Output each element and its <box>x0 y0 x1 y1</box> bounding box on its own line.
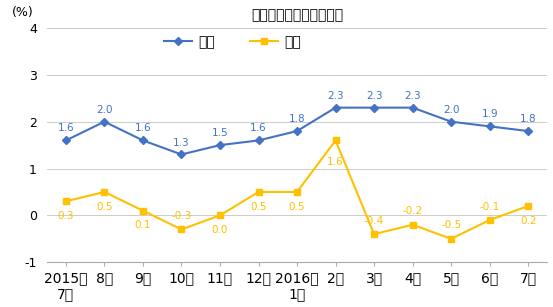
同比 <box>409 106 416 110</box>
Text: 1.6: 1.6 <box>327 157 344 167</box>
Text: 1.3: 1.3 <box>173 138 190 148</box>
Text: 1.9: 1.9 <box>481 109 498 119</box>
同比 <box>255 138 262 142</box>
环比 <box>294 190 300 194</box>
环比 <box>332 138 339 142</box>
Text: 0.0: 0.0 <box>212 225 228 235</box>
Text: 1.6: 1.6 <box>58 123 74 134</box>
Text: 0.5: 0.5 <box>96 202 113 212</box>
Legend: 同比, 环比: 同比, 环比 <box>164 35 301 49</box>
Text: -0.1: -0.1 <box>479 202 500 212</box>
Text: -0.4: -0.4 <box>364 216 384 226</box>
同比 <box>178 153 185 156</box>
环比 <box>139 209 146 212</box>
Text: -0.3: -0.3 <box>171 211 191 221</box>
Text: 0.5: 0.5 <box>251 202 267 212</box>
环比 <box>255 190 262 194</box>
同比 <box>217 143 223 147</box>
环比 <box>62 200 69 203</box>
Text: 1.6: 1.6 <box>134 123 151 134</box>
Text: 0.3: 0.3 <box>58 211 74 221</box>
Line: 同比: 同比 <box>62 104 531 157</box>
Text: 2.3: 2.3 <box>404 91 421 101</box>
同比 <box>62 138 69 142</box>
同比 <box>371 106 377 110</box>
Text: 2.3: 2.3 <box>327 91 344 101</box>
环比 <box>448 237 455 241</box>
同比 <box>139 138 146 142</box>
Text: 2.0: 2.0 <box>443 105 460 115</box>
环比 <box>409 223 416 227</box>
Text: 1.5: 1.5 <box>212 128 228 138</box>
Text: (%): (%) <box>12 6 33 19</box>
环比 <box>217 214 223 217</box>
同比 <box>294 129 300 133</box>
Text: 1.8: 1.8 <box>289 114 305 124</box>
Text: 2.0: 2.0 <box>96 105 113 115</box>
环比 <box>486 218 493 222</box>
Text: 1.6: 1.6 <box>250 123 267 134</box>
Text: 0.1: 0.1 <box>135 220 151 231</box>
环比 <box>371 232 377 236</box>
同比 <box>332 106 339 110</box>
同比 <box>448 120 455 123</box>
同比 <box>101 120 108 123</box>
Text: 2.3: 2.3 <box>366 91 382 101</box>
环比 <box>178 227 185 231</box>
环比 <box>525 204 531 208</box>
同比 <box>525 129 531 133</box>
Title: 全国居民消费价格涨跌幅: 全国居民消费价格涨跌幅 <box>251 9 343 23</box>
Text: 0.2: 0.2 <box>520 216 536 226</box>
Line: 环比: 环比 <box>62 137 531 242</box>
Text: -0.5: -0.5 <box>441 220 461 231</box>
Text: 0.5: 0.5 <box>289 202 305 212</box>
Text: -0.2: -0.2 <box>403 206 422 216</box>
Text: 1.8: 1.8 <box>520 114 536 124</box>
环比 <box>101 190 108 194</box>
同比 <box>486 125 493 128</box>
